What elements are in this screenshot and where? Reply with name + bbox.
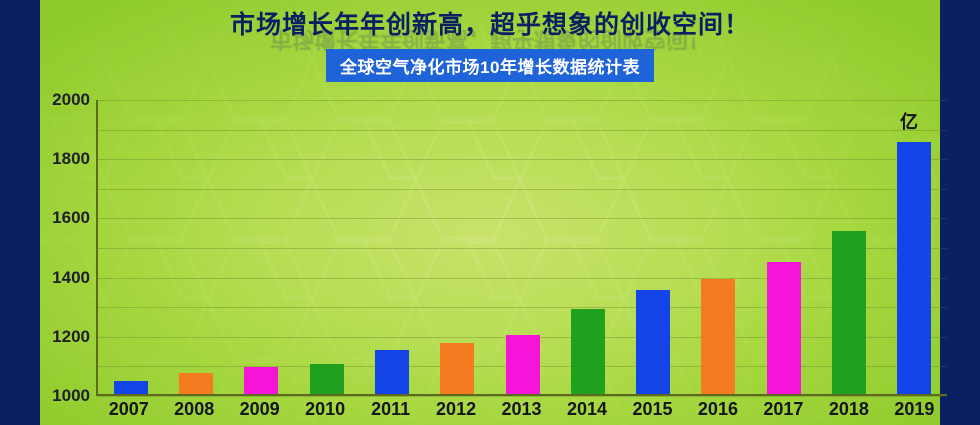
grid-line: 800 <box>98 277 947 279</box>
bar-cell <box>294 100 359 394</box>
x-axis-label: 2016 <box>697 399 738 419</box>
bar-2012 <box>440 342 475 394</box>
grid-line: 0 <box>98 396 947 397</box>
bar-cell <box>816 100 881 394</box>
grid-line: 1600 <box>52 159 947 227</box>
plot-area: 2000180016001400120010008006004002000 <box>52 90 947 405</box>
y-axis-tick: 1200 <box>52 326 90 346</box>
y-axis-tick: 1000 <box>52 386 90 405</box>
bar-cell <box>359 100 424 394</box>
bar-cell <box>555 100 620 394</box>
x-axis-label: 2007 <box>108 399 149 419</box>
title-container: 市场增长年年创新高，超乎想象的创收空间！ <box>0 0 980 46</box>
x-axis-label: 2009 <box>239 399 280 419</box>
y-unit-label: 亿 <box>900 112 918 132</box>
left-side-band <box>0 0 40 425</box>
subtitle-container: 全球空气净化市场10年增长数据统计表 <box>0 48 980 82</box>
bar-2019 <box>897 141 932 394</box>
y-axis-tick: 1600 <box>52 208 90 228</box>
bar-2013 <box>505 334 540 394</box>
bar-cell <box>882 100 947 394</box>
x-axis-label: 2015 <box>632 399 673 419</box>
grid-line: 1000 <box>52 248 947 405</box>
bar-2016 <box>701 279 736 394</box>
x-axis-label: 2012 <box>436 399 477 419</box>
bar-cell <box>229 100 294 394</box>
page-title: 市场增长年年创新高，超乎想象的创收空间！ <box>229 11 750 39</box>
bar-cell <box>490 100 555 394</box>
x-axis-label: 2013 <box>501 399 542 419</box>
bar-cell <box>751 100 816 394</box>
y-axis-tick: 1400 <box>52 267 90 287</box>
y-axis-tick: 1800 <box>52 149 90 169</box>
bar-cell <box>686 100 751 394</box>
x-axis-label: 2017 <box>763 399 804 419</box>
grid-line: 600 <box>98 307 947 309</box>
bar-cell <box>98 100 163 394</box>
x-axis-label: 2011 <box>371 399 411 419</box>
bar-series <box>98 100 947 394</box>
bar-cell <box>425 100 490 394</box>
chart-subtitle: 全球空气净化市场10年增长数据统计表 <box>326 48 654 82</box>
bar-2008 <box>178 373 213 394</box>
x-axis-label: 2019 <box>894 399 935 419</box>
x-axis-labels: 2007 2008 2009 2010 2011 2012 2013 2014 2015 2016… <box>96 399 947 425</box>
bar-chart: 2000180016001400120010008006004002000 20… <box>0 86 980 425</box>
right-side-band <box>940 0 980 425</box>
bar-2007 <box>113 380 148 394</box>
x-axis-label: 2014 <box>566 399 608 419</box>
x-axis-label: 2008 <box>174 399 215 419</box>
y-axis-tick: 2000 <box>52 90 90 109</box>
x-axis-label: 2010 <box>305 399 346 419</box>
grid-line: 1200 <box>52 218 947 346</box>
grid-line: 2000 <box>52 90 947 109</box>
bar-2014 <box>570 308 605 394</box>
bar-2018 <box>832 231 867 394</box>
grid-line: 1400 <box>52 188 947 287</box>
bar-2015 <box>636 289 671 394</box>
bar-2010 <box>309 363 344 394</box>
bar-2017 <box>766 262 801 394</box>
bar-cell <box>163 100 228 394</box>
grid-line: 1800 <box>52 129 947 168</box>
x-axis-label: 2018 <box>828 399 869 419</box>
bar-2009 <box>244 366 279 394</box>
bar-cell <box>621 100 686 394</box>
bar-2011 <box>374 350 409 394</box>
